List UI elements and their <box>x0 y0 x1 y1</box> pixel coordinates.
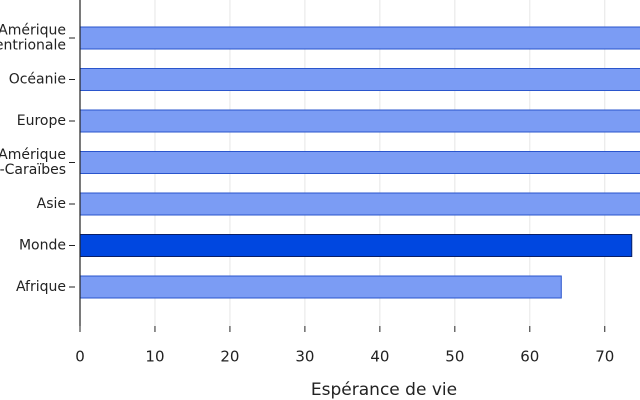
x-tick-label: 70 <box>595 348 614 366</box>
bar <box>79 192 640 216</box>
y-tick-label: Europe <box>17 113 66 129</box>
y-tick-label: AmériqueLatine-Caraïbes <box>0 147 66 178</box>
bar <box>79 68 640 91</box>
x-tick-label: 0 <box>75 348 85 366</box>
x-tick-label: 20 <box>220 348 239 366</box>
x-tick-label: 40 <box>370 348 389 366</box>
x-tick-label: 30 <box>295 348 314 366</box>
x-tick-label: 10 <box>145 348 164 366</box>
y-tick-label: Océanie <box>9 72 66 88</box>
x-tick-label: 60 <box>520 348 539 366</box>
x-tick-label: 50 <box>445 348 464 366</box>
bar <box>79 109 640 133</box>
y-tick-label: Afrique <box>16 279 66 295</box>
bar <box>79 151 640 174</box>
y-tick-label: Monde <box>19 238 66 254</box>
bar <box>79 234 633 257</box>
bar <box>79 26 640 50</box>
y-tick-label: Amériqueseptentrionale <box>0 22 66 53</box>
y-tick-label: Asie <box>37 196 66 212</box>
bar <box>79 275 562 299</box>
x-axis-title: Espérance de vie <box>311 380 457 400</box>
